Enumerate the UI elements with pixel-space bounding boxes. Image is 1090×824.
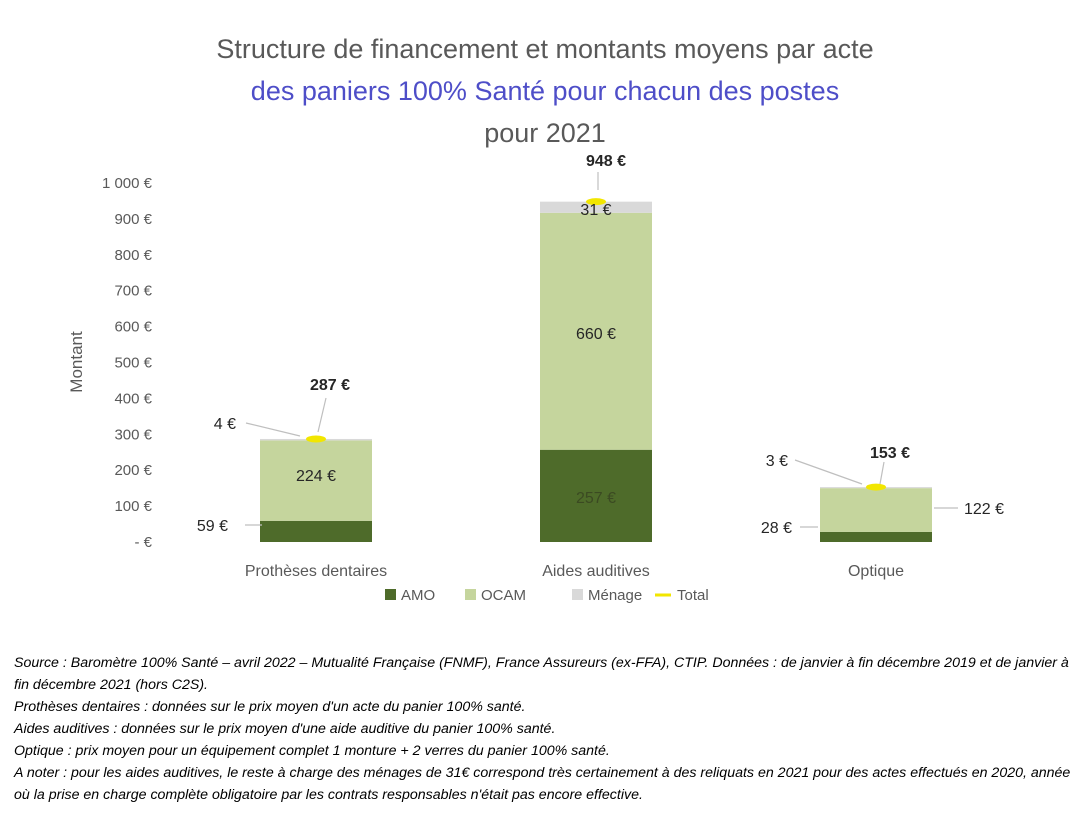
bar-amo xyxy=(540,449,652,542)
note-a-noter: A noter : pour les aides auditives, le r… xyxy=(14,765,1071,803)
bar-ocam xyxy=(260,440,372,521)
data-label-menage: 31 € xyxy=(580,202,611,219)
y-tick-label: 1 000 € xyxy=(102,175,153,192)
y-tick-label: - € xyxy=(134,534,152,551)
y-tick-label: 100 € xyxy=(114,498,152,515)
legend-label-ocam: OCAM xyxy=(481,587,526,604)
y-tick-label: 500 € xyxy=(114,355,152,372)
legend-label-menage: Ménage xyxy=(588,587,642,604)
data-label-ocam: 660 € xyxy=(576,326,616,343)
note-aides: Aides auditives : données sur le prix mo… xyxy=(14,721,556,737)
legend-swatch-menage xyxy=(572,589,583,600)
title-line-1: Structure de financement et montants moy… xyxy=(216,34,874,64)
y-tick-label: 900 € xyxy=(114,211,152,228)
y-tick-label: 800 € xyxy=(114,247,152,264)
title-line-3: pour 2021 xyxy=(484,118,606,148)
leader-line xyxy=(245,422,301,437)
legend-swatch-amo xyxy=(385,589,396,600)
y-tick-label: 700 € xyxy=(114,283,152,300)
data-label-total: 948 € xyxy=(586,153,626,170)
x-tick-label: Optique xyxy=(848,563,904,580)
data-label-ocam: 122 € xyxy=(964,501,1004,518)
legend-label-total: Total xyxy=(677,587,709,604)
note-source: Source : Baromètre 100% Santé – avril 20… xyxy=(14,655,1069,693)
stacked-bar-chart: - € 100 € 200 € 300 € 400 € 500 € 600 € 700 € 80… xyxy=(67,153,1004,604)
bar-amo xyxy=(820,531,932,542)
data-label-ocam: 224 € xyxy=(296,468,336,485)
total-marker xyxy=(306,435,326,443)
leader-line xyxy=(317,397,327,433)
total-marker xyxy=(866,483,886,491)
bar-ocam xyxy=(820,488,932,532)
y-tick-label: 400 € xyxy=(114,390,152,407)
y-tick-label: 200 € xyxy=(114,462,152,479)
chart-title: Structure de financement et montants moy… xyxy=(0,28,1090,154)
bar-menage xyxy=(540,201,652,213)
data-label-amo: 257 € xyxy=(576,490,616,507)
data-label-menage: 4 € xyxy=(214,416,236,433)
legend-label-amo: AMO xyxy=(401,587,435,604)
x-tick-label: Prothèses dentaires xyxy=(245,563,387,580)
data-label-total: 287 € xyxy=(310,377,350,394)
bar-ocam xyxy=(540,212,652,450)
note-protheses: Prothèses dentaires : données sur le pri… xyxy=(14,699,526,715)
y-tick-label: 300 € xyxy=(114,426,152,443)
legend-swatch-ocam xyxy=(465,589,476,600)
note-optique: Optique : prix moyen pour un équipement … xyxy=(14,743,610,759)
bar-amo xyxy=(260,520,372,542)
leader-line xyxy=(879,461,885,485)
x-tick-label: Aides auditives xyxy=(542,563,650,580)
leader-line xyxy=(794,459,863,485)
data-label-total: 153 € xyxy=(870,445,910,462)
title-line-2: des paniers 100% Santé pour chacun des p… xyxy=(250,76,840,106)
data-label-amo: 28 € xyxy=(761,520,792,537)
y-axis-title: Montant xyxy=(67,331,86,393)
total-marker xyxy=(586,198,606,206)
source-notes: Source : Baromètre 100% Santé – avril 20… xyxy=(14,652,1084,806)
data-label-amo: 59 € xyxy=(197,518,228,535)
data-label-menage: 3 € xyxy=(766,453,788,470)
y-tick-label: 600 € xyxy=(114,319,152,336)
